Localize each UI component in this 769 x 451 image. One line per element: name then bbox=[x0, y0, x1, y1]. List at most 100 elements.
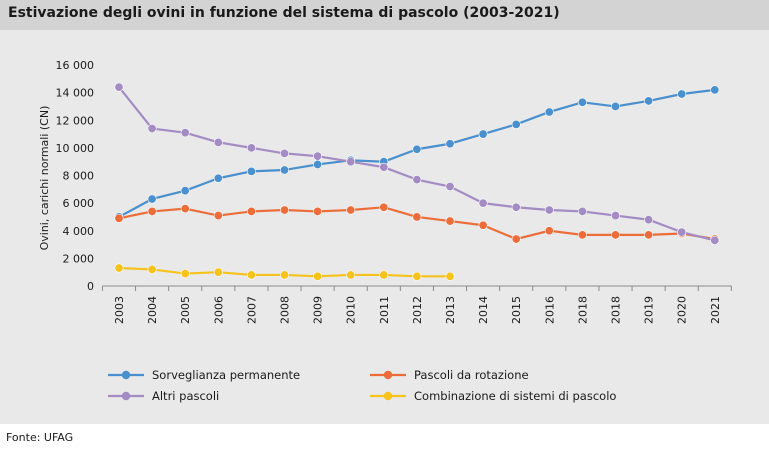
data-point bbox=[213, 173, 223, 183]
data-point bbox=[114, 213, 124, 223]
x-tick-label: 2013 bbox=[444, 296, 457, 324]
x-tick-label: 2015 bbox=[510, 296, 523, 324]
y-axis-label: Ovini, carichi normali (CN) bbox=[38, 106, 51, 251]
data-point bbox=[313, 206, 323, 216]
x-tick-label: 2021 bbox=[709, 296, 722, 324]
series-line-1 bbox=[118, 206, 715, 241]
x-axis: 2003 2004 2005 2006 2007 2008 2009 2010 2011 2012… bbox=[101, 285, 732, 324]
data-point bbox=[544, 107, 554, 117]
data-point bbox=[710, 85, 720, 95]
data-point bbox=[478, 220, 488, 230]
chart-panel bbox=[0, 30, 769, 424]
data-point bbox=[313, 271, 323, 281]
y-tick-label: 4 000 bbox=[63, 225, 95, 238]
x-tick-label: 2006 bbox=[212, 296, 225, 324]
series-group bbox=[114, 82, 720, 281]
data-point bbox=[379, 270, 389, 280]
data-point bbox=[279, 148, 289, 158]
data-point bbox=[346, 157, 356, 167]
data-point bbox=[610, 211, 620, 221]
legend-marker bbox=[383, 391, 393, 401]
x-tick-label: 2004 bbox=[146, 296, 159, 324]
data-point bbox=[180, 204, 190, 214]
x-tick-label: 2009 bbox=[312, 296, 325, 324]
y-tick-label: 0 bbox=[87, 280, 94, 293]
y-tick-label: 14 000 bbox=[56, 87, 95, 100]
data-point bbox=[246, 166, 256, 176]
data-point bbox=[445, 139, 455, 149]
data-point bbox=[445, 271, 455, 281]
x-tick-label: 2003 bbox=[113, 296, 126, 324]
data-point bbox=[412, 144, 422, 154]
legend-marker bbox=[383, 370, 393, 380]
data-point bbox=[577, 230, 587, 240]
y-tick-label: 10 000 bbox=[56, 142, 95, 155]
legend-marker bbox=[121, 391, 131, 401]
data-point bbox=[511, 119, 521, 129]
data-point bbox=[577, 97, 587, 107]
data-point bbox=[246, 270, 256, 280]
data-point bbox=[346, 270, 356, 280]
data-point bbox=[610, 101, 620, 111]
data-point bbox=[644, 230, 654, 240]
data-point bbox=[147, 194, 157, 204]
data-point bbox=[213, 137, 223, 147]
x-tick-label: 2018 bbox=[576, 296, 589, 324]
data-point bbox=[246, 206, 256, 216]
data-point bbox=[644, 96, 654, 106]
source-note: Fonte: UFAG bbox=[6, 431, 74, 444]
data-point bbox=[412, 271, 422, 281]
data-point bbox=[610, 230, 620, 240]
data-point bbox=[114, 263, 124, 273]
y-axis: 0 2 000 4 000 6 000 8 000 10 000 12 000 14 000 1… bbox=[56, 59, 95, 293]
data-point bbox=[279, 270, 289, 280]
title-bar bbox=[0, 0, 769, 30]
y-tick-label: 12 000 bbox=[56, 114, 95, 127]
data-point bbox=[213, 267, 223, 277]
y-tick-label: 2 000 bbox=[63, 252, 95, 265]
x-tick-label: 2011 bbox=[378, 296, 391, 324]
legend-label: Combinazione di sistemi di pascolo bbox=[414, 389, 616, 403]
data-point bbox=[180, 269, 190, 279]
data-point bbox=[346, 205, 356, 215]
chart-title: Estivazione degli ovini in funzione del … bbox=[8, 5, 560, 21]
data-point bbox=[147, 124, 157, 134]
x-tick-label: 2016 bbox=[543, 296, 556, 324]
data-point bbox=[511, 234, 521, 244]
data-point bbox=[445, 216, 455, 226]
data-point bbox=[379, 202, 389, 212]
x-tick-label: 2019 bbox=[643, 296, 656, 324]
x-tick-label: 2010 bbox=[345, 296, 358, 324]
legend-label: Pascoli da rotazione bbox=[414, 368, 529, 382]
data-point bbox=[313, 159, 323, 169]
legend-label: Altri pascoli bbox=[152, 389, 219, 403]
x-tick-label: 2007 bbox=[245, 296, 258, 324]
data-point bbox=[577, 206, 587, 216]
data-point bbox=[313, 151, 323, 161]
x-tick-label: 2012 bbox=[411, 296, 424, 324]
data-point bbox=[544, 226, 554, 236]
data-point bbox=[677, 89, 687, 99]
data-point bbox=[180, 128, 190, 138]
data-point bbox=[677, 227, 687, 237]
data-point bbox=[412, 175, 422, 185]
data-point bbox=[511, 202, 521, 212]
y-tick-label: 6 000 bbox=[63, 197, 95, 210]
data-point bbox=[279, 165, 289, 175]
legend-marker bbox=[121, 370, 131, 380]
data-point bbox=[544, 205, 554, 215]
data-point bbox=[644, 215, 654, 225]
data-point bbox=[213, 211, 223, 221]
data-point bbox=[180, 186, 190, 196]
data-point bbox=[114, 82, 124, 92]
x-tick-label: 2018 bbox=[610, 296, 623, 324]
y-tick-label: 8 000 bbox=[63, 170, 95, 183]
data-point bbox=[379, 162, 389, 172]
data-point bbox=[147, 264, 157, 274]
data-point bbox=[279, 205, 289, 215]
y-tick-label: 16 000 bbox=[56, 59, 95, 72]
x-tick-label: 2014 bbox=[477, 296, 490, 324]
x-tick-label: 2020 bbox=[676, 296, 689, 324]
data-point bbox=[478, 129, 488, 139]
